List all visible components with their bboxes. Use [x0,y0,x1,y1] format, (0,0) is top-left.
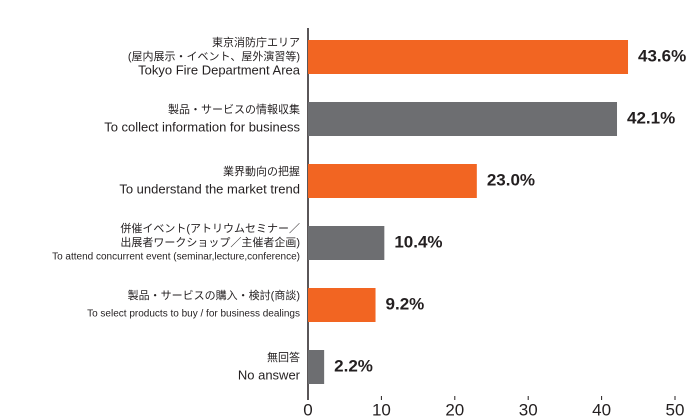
category-label: Tokyo Fire Department Area [138,62,301,77]
category-label: 業界動向の把握 [223,164,300,178]
category-label: No answer [238,367,301,382]
category-label: To collect information for business [104,119,300,134]
value-label: 23.0% [487,170,535,189]
value-label: 9.2% [386,294,425,313]
bar [308,164,477,198]
bar [308,226,385,260]
category-label: 東京消防庁エリア [212,35,300,49]
bar [308,350,325,384]
x-tick-label: 10 [372,400,391,419]
bar [308,40,629,74]
category-label: To understand the market trend [119,181,300,196]
category-label: 製品・サービスの情報収集 [168,102,300,116]
x-tick-label: 0 [303,400,312,419]
x-tick-label: 20 [445,400,464,419]
category-label: 無回答 [267,350,300,364]
category-label: To attend concurrent event (seminar,lect… [52,252,300,263]
x-tick-label: 40 [592,400,611,419]
x-tick-label: 30 [519,400,538,419]
bar [308,102,618,136]
category-label: 製品・サービスの購入・検討(商談) [128,288,300,302]
value-label: 10.4% [394,232,442,251]
category-label: (屋内展示・イベント、屋外演習等) [128,49,300,63]
value-label: 42.1% [627,108,675,127]
value-label: 2.2% [334,356,373,375]
category-label: 出展者ワークショップ／主催者企画) [120,235,300,249]
value-label: 43.6% [638,46,686,65]
x-tick-label: 50 [666,400,685,419]
bar [308,288,376,322]
category-label: To select products to buy / for business… [87,309,300,320]
category-label: 併催イベント(アトリウムセミナー／ [120,221,300,235]
